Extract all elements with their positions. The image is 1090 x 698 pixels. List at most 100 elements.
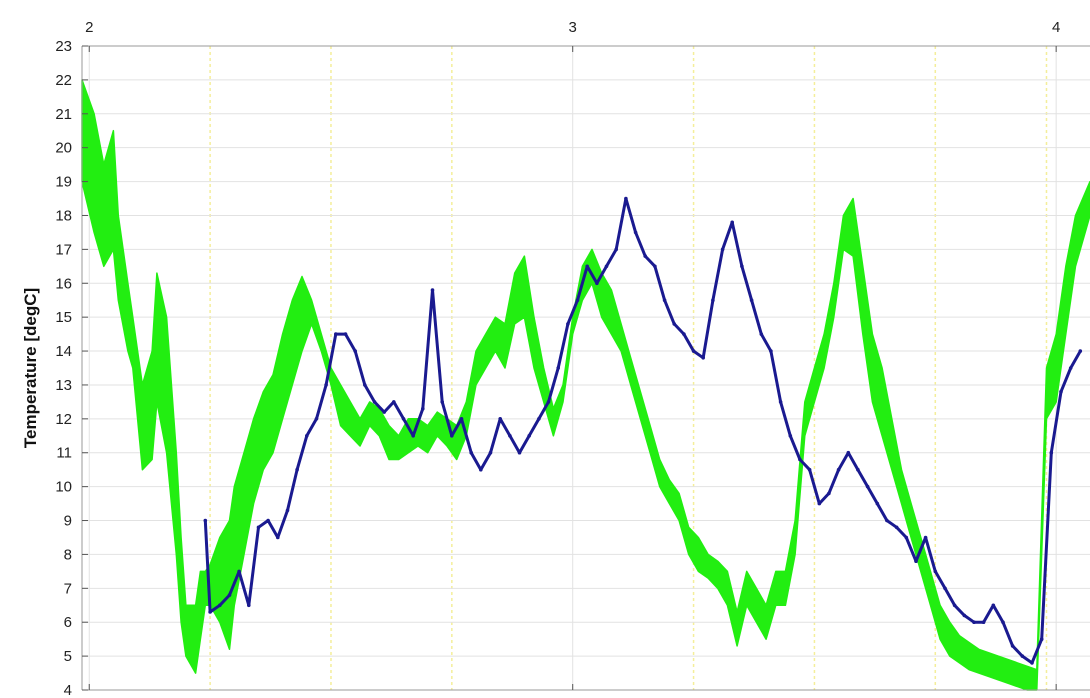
series-point <box>585 264 589 269</box>
series-point <box>614 247 618 252</box>
y-tick-label: 5 <box>64 648 72 665</box>
series-point <box>1059 389 1063 394</box>
series-point <box>1049 450 1054 455</box>
series-point <box>353 349 358 353</box>
series-point <box>740 264 744 269</box>
series-point <box>469 450 474 455</box>
y-tick-label: 10 <box>55 479 72 496</box>
series-point <box>778 400 783 404</box>
series-point <box>575 298 580 303</box>
y-tick-label: 4 <box>64 682 72 698</box>
series-point <box>411 434 416 438</box>
series-point <box>759 332 764 336</box>
series-point <box>691 349 696 353</box>
plot-area <box>82 46 1090 690</box>
series-point <box>624 196 628 201</box>
series-point <box>440 400 445 404</box>
series-point <box>972 620 976 624</box>
y-tick-label: 13 <box>55 377 72 394</box>
series-point <box>218 603 222 608</box>
series-point <box>537 417 541 421</box>
y-tick-label: 12 <box>55 411 72 428</box>
series-point <box>836 467 841 472</box>
series-point <box>237 569 241 574</box>
series-point <box>401 417 406 421</box>
series-point <box>962 613 967 618</box>
series-point <box>933 569 938 574</box>
series-point <box>450 434 454 438</box>
series-point <box>595 281 599 286</box>
series-point <box>421 406 425 411</box>
y-tick-label: 21 <box>55 106 72 123</box>
series-point <box>991 603 996 608</box>
series-point <box>459 417 464 421</box>
series-point <box>256 525 261 530</box>
series-point <box>334 332 338 336</box>
series-point <box>672 322 676 326</box>
series-point <box>653 264 657 269</box>
series-point <box>1068 366 1073 370</box>
series-point <box>827 491 831 496</box>
series-point <box>1020 654 1025 658</box>
series-point <box>314 417 319 421</box>
series-point <box>203 518 208 523</box>
y-tick-label: 11 <box>56 445 72 462</box>
series-point <box>305 434 309 438</box>
series-point <box>1078 349 1083 353</box>
series-point <box>923 535 928 540</box>
series-point <box>749 298 754 303</box>
series-point <box>952 603 957 608</box>
series-layer <box>81 79 1090 691</box>
series-point <box>392 400 396 404</box>
series-point <box>517 450 522 455</box>
series-point <box>807 467 812 472</box>
series-point <box>266 518 270 523</box>
series-point <box>943 586 947 591</box>
series-point <box>711 298 715 303</box>
series-point <box>508 434 512 438</box>
series-point <box>769 349 773 353</box>
series-point <box>701 356 705 360</box>
y-tick-label: 15 <box>55 309 72 326</box>
series-point <box>865 484 870 489</box>
x-tick-label: 4 <box>1052 19 1060 36</box>
y-tick-label: 7 <box>64 580 72 597</box>
series-point <box>556 366 560 370</box>
series-point <box>498 417 503 421</box>
series-point <box>295 467 299 472</box>
series-point <box>904 535 909 540</box>
series-point <box>276 535 280 540</box>
series-point <box>430 288 435 292</box>
series-point <box>885 518 889 523</box>
series-point <box>1010 644 1015 648</box>
series-point <box>730 220 734 225</box>
series-point <box>633 230 638 235</box>
y-tick-label: 9 <box>64 513 72 530</box>
series-point <box>720 247 725 252</box>
series-point <box>363 383 367 387</box>
y-tick-label: 22 <box>55 72 72 89</box>
y-tick-label: 14 <box>55 343 72 360</box>
y-tick-label: 17 <box>55 241 72 258</box>
series-point <box>875 501 880 506</box>
series-point <box>324 383 328 387</box>
series-point <box>1030 661 1034 665</box>
series-point <box>227 593 232 597</box>
series-point <box>479 467 483 472</box>
x-tick-label: 3 <box>569 19 577 36</box>
x-axis-ticks: 2 3 4 <box>85 19 1060 690</box>
y-axis-ticks: 4 5 6 7 8 9 10 11 12 13 14 15 16 17 18 19 20 21 22 23 <box>55 38 88 698</box>
series-point <box>285 508 290 513</box>
series-point <box>894 525 899 530</box>
series-point <box>488 450 493 455</box>
series-point <box>817 501 822 506</box>
series-point <box>527 434 531 438</box>
series-point <box>372 400 377 404</box>
series-point <box>981 620 986 624</box>
series-point <box>247 603 251 608</box>
axes <box>81 45 1090 691</box>
series-point <box>914 559 918 563</box>
series-point <box>798 457 802 462</box>
series-point <box>1039 637 1044 641</box>
